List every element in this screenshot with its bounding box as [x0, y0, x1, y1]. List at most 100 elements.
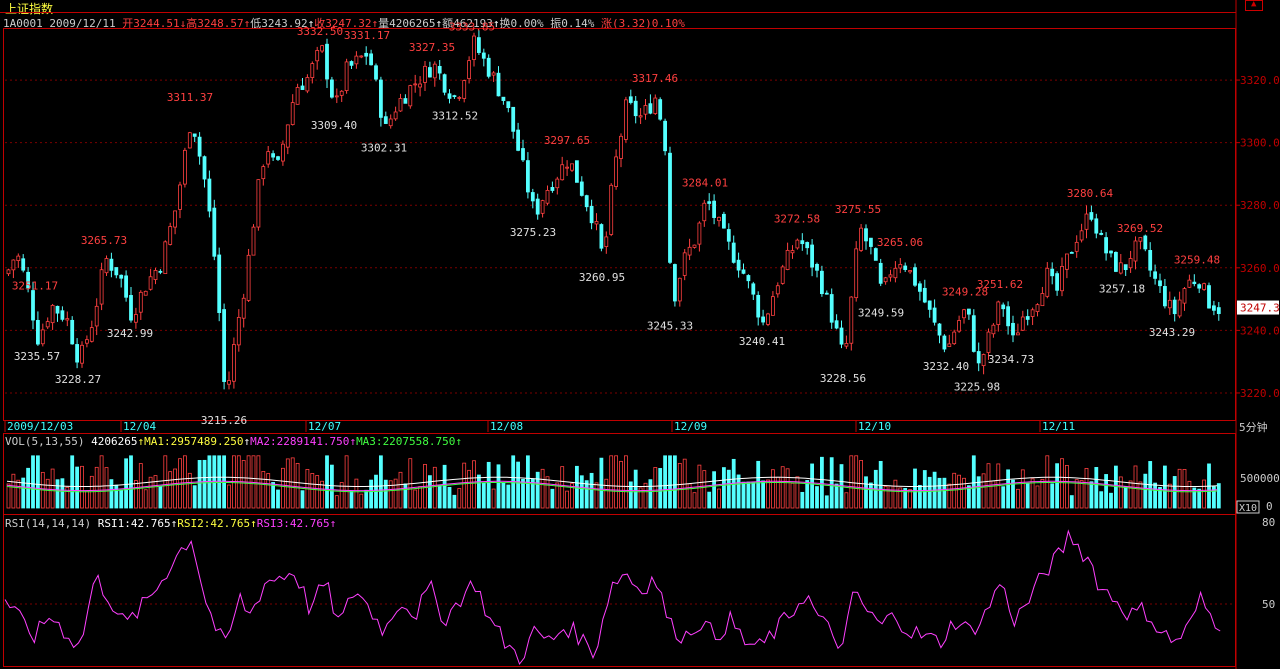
rsi-series-line [4, 529, 1221, 666]
volume-bar [604, 478, 609, 509]
volume-bar [692, 492, 697, 509]
price-tick-label: 3240.0 [1240, 324, 1280, 337]
volume-bar [148, 476, 153, 509]
volume-bar [491, 488, 496, 509]
volume-bar [741, 481, 746, 509]
candle [947, 334, 952, 347]
candle [94, 298, 99, 336]
volume-bar [413, 489, 418, 509]
extreme-price-label: 3243.29 [1149, 326, 1195, 339]
candle [349, 60, 354, 70]
volume-bar [163, 455, 168, 509]
volume-bar [952, 472, 957, 509]
candle [246, 248, 251, 302]
volume-bar [276, 489, 280, 509]
candle [236, 309, 241, 352]
extreme-price-label: 3251.62 [977, 278, 1023, 291]
candle [334, 88, 339, 104]
volume-bar [599, 457, 604, 509]
candle [888, 269, 893, 282]
volume-unit-label: X10 [1239, 503, 1257, 514]
volume-bar [614, 455, 618, 509]
volume-bar [550, 488, 555, 509]
candle [697, 221, 702, 252]
volume-bar [349, 490, 354, 509]
candle [481, 48, 486, 67]
window-scroll-button[interactable]: ▲ [1245, 0, 1263, 11]
extreme-price-label: 3235.57 [14, 350, 60, 363]
volume-bar [947, 483, 952, 509]
volume-bar [976, 476, 981, 509]
extreme-price-label: 3234.73 [988, 353, 1034, 366]
volume-bar [280, 467, 285, 509]
volume-bar [746, 481, 751, 509]
up-arrow-icon: ↑ [243, 17, 251, 30]
volume-bar [962, 477, 966, 509]
candle [256, 179, 261, 231]
open-value: 3244.51 [133, 17, 180, 30]
candle [315, 46, 320, 70]
ma1-label: MA1: [144, 435, 171, 448]
rsi1-label: RSI1: [97, 517, 131, 530]
period-label[interactable]: 5分钟 [1239, 420, 1268, 434]
candle [643, 99, 648, 120]
volume-bar [1084, 467, 1089, 509]
open-label: 开 [122, 17, 134, 30]
candle [70, 316, 75, 345]
candle [854, 241, 859, 302]
price-panel-frame [3, 28, 1236, 421]
candle [462, 79, 467, 103]
volume-bar [457, 488, 462, 509]
volume-bar [1118, 476, 1123, 509]
candle [168, 222, 173, 246]
change-value: (3.32)0.10% [612, 17, 685, 30]
candle [609, 183, 614, 237]
candle [677, 277, 682, 307]
volume-bar [1182, 469, 1187, 509]
candle [584, 194, 589, 212]
candle [653, 94, 658, 115]
volume-bar [1138, 481, 1143, 509]
volume-bar [442, 464, 447, 509]
candle [942, 334, 947, 353]
volume-bar [1172, 476, 1177, 509]
volume-bar [736, 474, 741, 509]
volume-bar [1153, 482, 1157, 509]
quote-date: 2009/12/11 [49, 17, 116, 30]
volume-bar [834, 483, 839, 509]
volume-bar [197, 460, 202, 509]
volume-bar [535, 471, 540, 509]
volume-label: 量 [378, 17, 390, 30]
candle [726, 223, 731, 250]
candle [104, 255, 109, 277]
candle [1148, 242, 1153, 277]
candle [1065, 253, 1069, 279]
candle [187, 131, 192, 149]
rsi-line [4, 529, 1235, 666]
volume-bar [1094, 467, 1099, 509]
amplitude-label: 振 [550, 17, 562, 30]
candle [1001, 302, 1006, 317]
candle [712, 194, 716, 225]
candle [736, 252, 741, 278]
rsi-axis: 80 50 [1262, 516, 1275, 611]
volume-bar [751, 481, 756, 509]
volume-bar [1045, 455, 1050, 509]
candle [427, 61, 432, 78]
volume-bar [378, 455, 383, 509]
volume-bar [668, 455, 672, 509]
volume-bar [677, 462, 682, 509]
date-tick-label: 12/04 [123, 420, 156, 433]
rsi-indicator-label: RSI(14,14,14) [5, 517, 92, 530]
volume-bar [854, 455, 859, 509]
candle [1192, 274, 1197, 287]
volume-bar [138, 463, 143, 509]
candle [300, 78, 305, 90]
volume-bar [99, 455, 104, 509]
frames [0, 0, 1237, 669]
volume-bar [227, 484, 231, 509]
volume-bar [1197, 488, 1202, 509]
volume-bar [45, 478, 50, 509]
